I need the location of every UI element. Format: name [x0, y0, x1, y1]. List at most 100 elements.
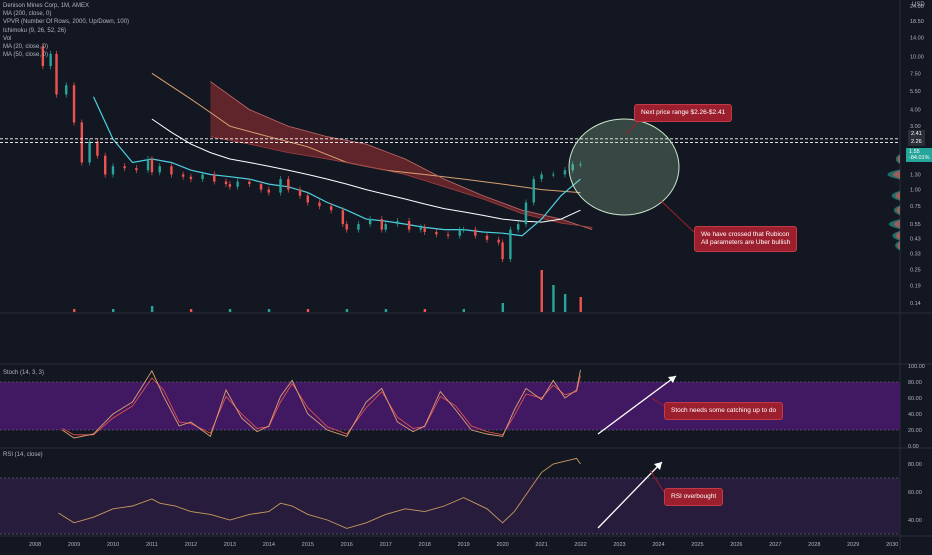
candle-body	[516, 224, 520, 230]
candle-body	[259, 184, 263, 190]
price-tick-label: 24.00	[910, 4, 924, 10]
vpvr-down	[893, 220, 900, 229]
price-tick-label: 4.00	[910, 108, 921, 114]
price-tick-label: 5.50	[910, 89, 921, 95]
price-range-callout[interactable]: Next price range $2.26-$2.41	[634, 104, 733, 122]
vpvr-down	[896, 206, 900, 215]
candle-body	[181, 174, 185, 177]
volume-bar	[73, 309, 76, 312]
candle-body	[571, 164, 574, 171]
time-tick-label: 2008	[29, 542, 41, 548]
candle-body	[524, 202, 528, 225]
candle-body	[579, 164, 582, 166]
vpvr-down	[895, 231, 900, 240]
candle-body	[396, 221, 399, 225]
stoch-callout[interactable]: Stoch needs some catching up to do	[664, 402, 784, 420]
time-tick-label: 2023	[613, 542, 625, 548]
candle-body	[435, 231, 438, 235]
volume-bar	[111, 309, 115, 312]
candle-body	[189, 176, 193, 180]
stoch-tick-label: 80.00	[908, 380, 922, 386]
ichimoku-span-a	[210, 81, 593, 230]
time-tick-label: 2019	[458, 542, 470, 548]
time-tick-label: 2015	[302, 542, 314, 548]
candle-body	[65, 85, 68, 95]
rsi-callout[interactable]: RSI overbought	[664, 488, 724, 506]
price-tick-label: 3.00	[910, 124, 921, 130]
ma200-line	[151, 72, 581, 194]
candle-body	[49, 53, 52, 67]
time-tick-label: 2029	[847, 542, 859, 548]
candle-body	[146, 158, 150, 171]
candle-body	[446, 234, 450, 236]
candle-body	[135, 168, 138, 171]
legend-ma50[interactable]: MA (50, close, 0)	[3, 52, 49, 59]
volume-bar	[150, 306, 154, 312]
legend-ichimoku[interactable]: Ichimoku (9, 26, 52, 26)	[3, 27, 67, 34]
candle-body	[540, 174, 543, 180]
legend-ma200[interactable]: MA (200, close, 0)	[3, 11, 52, 18]
candle-body	[103, 155, 107, 175]
stoch-pane-title[interactable]: Stoch (14, 3, 3)	[3, 370, 45, 376]
time-tick-label: 2016	[341, 542, 353, 548]
time-tick-label: 2027	[769, 542, 781, 548]
legend-symbol: Denison Mines Corp, 1M, AMEX	[3, 3, 90, 9]
candle-body	[509, 229, 512, 260]
stoch-k-line	[62, 369, 581, 439]
volume-bar	[540, 270, 543, 312]
time-tick-label: 2017	[380, 542, 392, 548]
candle-body	[150, 158, 154, 173]
candle-body	[458, 229, 461, 236]
time-tick-label: 2030	[886, 542, 898, 548]
legend-vpvr[interactable]: VPVR (Number Of Rows, 2000, Up/Down, 100…	[3, 19, 130, 26]
chart-legend: Denison Mines Corp, 1M, AMEX MA (200, cl…	[3, 2, 129, 59]
candle-body	[306, 195, 309, 203]
candle-body	[501, 242, 504, 260]
rubicon-line-1: We have crossed that Rubicon	[701, 231, 790, 238]
rubicon-callout[interactable]: We have crossed that Rubicon All paramet…	[694, 226, 798, 252]
volume-bar	[462, 309, 466, 312]
callout-pointer	[625, 119, 641, 135]
time-tick-label: 2011	[146, 542, 158, 548]
stoch-tick-label: 40.00	[908, 412, 922, 418]
candle-body	[279, 179, 282, 193]
rsi-pane-title[interactable]: RSI (14, close)	[3, 452, 43, 458]
candle-body	[41, 46, 45, 67]
candle-body	[96, 141, 99, 156]
candle-body	[384, 224, 387, 230]
callout-pointer	[651, 397, 665, 407]
volume-bar	[189, 309, 193, 312]
price-tick-label: 1.00	[910, 188, 921, 194]
stoch-arrowhead	[668, 376, 676, 383]
ichimoku-span-b	[210, 136, 593, 228]
price-tag-high: 2.41	[908, 130, 925, 138]
stoch-tick-label: 0.00	[908, 444, 919, 450]
candle-body	[213, 174, 216, 182]
last-price-tag: 1.55 -84.01%	[906, 148, 932, 162]
candle-body	[170, 166, 173, 175]
candle-body	[228, 184, 232, 187]
candle-body	[158, 166, 161, 173]
candle-body	[497, 239, 500, 243]
volume-bar	[501, 303, 504, 312]
rsi-tick-label: 40.00	[908, 518, 922, 524]
volume-bar	[306, 309, 310, 312]
legend-volume[interactable]: Vol	[3, 35, 12, 42]
rsi-tick-label: 60.00	[908, 490, 922, 496]
stoch-d-line	[62, 375, 581, 436]
candle-body	[318, 202, 321, 207]
price-tick-label: 0.33	[910, 252, 921, 258]
volume-bar	[345, 309, 349, 312]
volume-bar	[579, 297, 582, 312]
candle-body	[419, 227, 422, 230]
legend-ma20[interactable]: MA (20, close, 0)	[3, 44, 49, 51]
candle-body	[380, 219, 384, 230]
candle-body	[72, 85, 76, 123]
rsi-tick-label: 80.00	[908, 462, 922, 468]
volume-bar	[423, 309, 427, 312]
price-tick-label: 0.55	[910, 222, 921, 228]
vpvr-profile	[887, 153, 900, 251]
